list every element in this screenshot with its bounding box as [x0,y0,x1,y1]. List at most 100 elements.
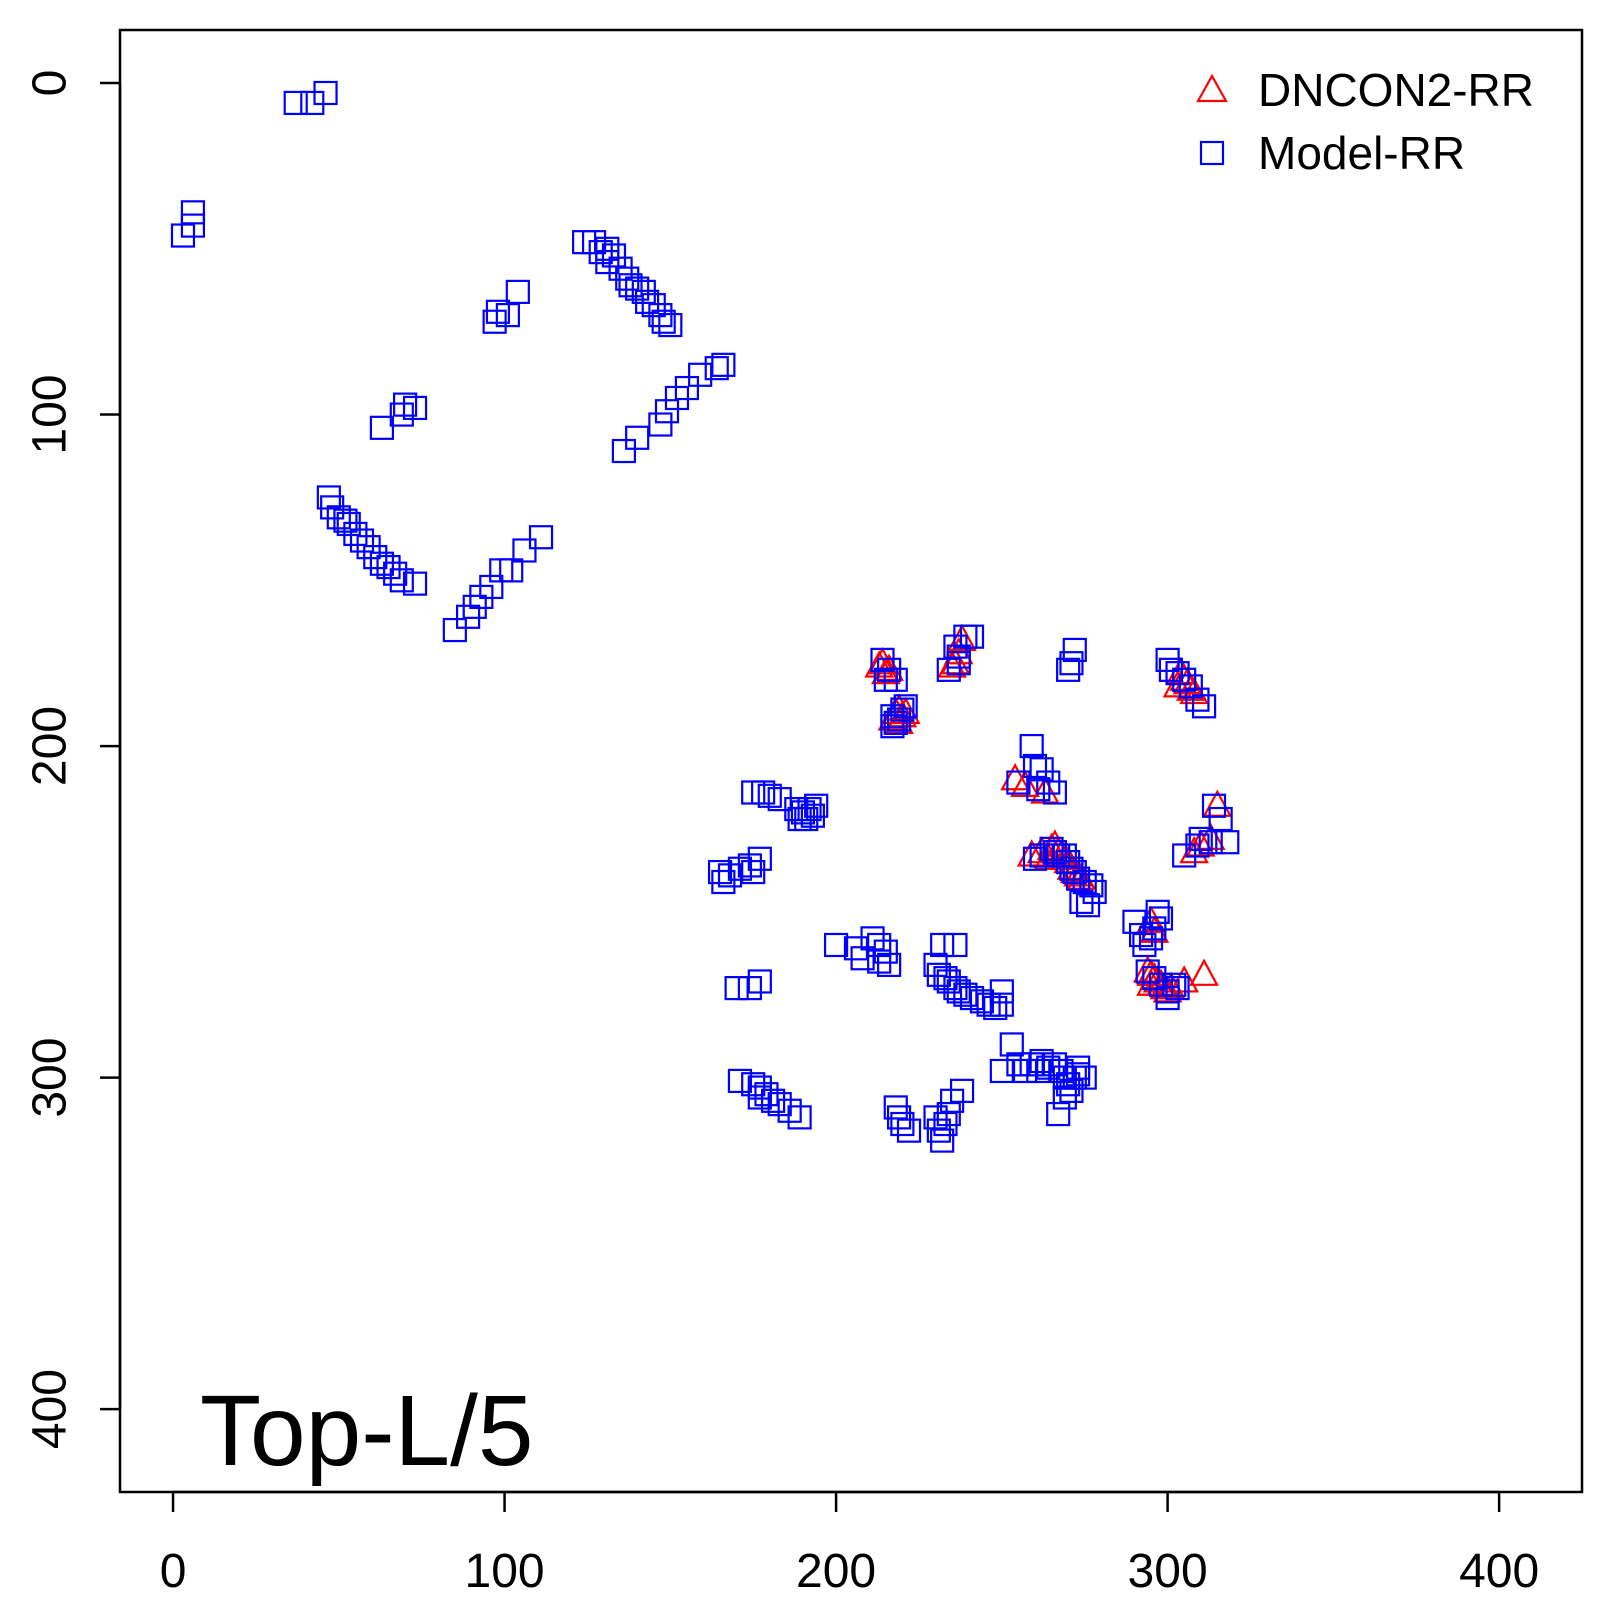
square-point [989,979,1014,1004]
plot-frame [118,28,1584,1494]
square-point [747,1085,772,1110]
square-point [651,309,676,334]
square-point [1155,985,1180,1011]
square-point [601,243,627,268]
square-point [180,200,206,225]
square-point [1191,694,1217,719]
x-tick-label: 300 [1128,1545,1208,1598]
square-point [1029,757,1054,782]
square-point [860,926,885,951]
square-point [674,375,699,401]
square-point [595,236,620,261]
square-point [1135,959,1160,984]
square-point [369,415,395,440]
square-point [930,932,955,958]
square-point [949,1078,975,1103]
square-point [787,806,812,832]
square-point [1059,1078,1084,1103]
square-point [747,846,772,871]
square-point [442,617,467,643]
square-point [741,859,766,885]
square-point [1162,972,1187,997]
square-point [936,1101,961,1127]
square-point [751,780,776,805]
series-triangle [864,623,1233,1003]
square-point [180,213,206,238]
square-point [349,528,375,553]
square-point [943,932,968,958]
square-point [1075,893,1101,918]
square-point [883,667,908,692]
square-point [1142,966,1167,991]
legend-triangle-marker [1196,73,1228,103]
y-tick-label: 100 [24,375,77,455]
square-point [1172,843,1197,868]
square-point [983,995,1008,1021]
square-point [1056,657,1081,682]
square-point [1178,674,1203,699]
square-point [711,869,736,895]
series-square [170,80,1240,1153]
square-point [727,1068,753,1094]
square-point [512,538,537,563]
x-axis: 0 100 200 300 400 [160,1490,1539,1598]
square-point [1148,906,1174,931]
square-point [1006,1052,1031,1077]
square-point [611,438,637,464]
square-point [1065,1055,1091,1080]
square-point [711,352,736,377]
square-point [625,425,650,450]
square-point [595,249,620,275]
square-point [1145,899,1170,924]
square-point [886,707,912,732]
square-point [1042,780,1067,805]
square-point [1185,687,1210,712]
square-point [499,558,524,583]
square-point [1039,836,1064,861]
square-point [867,949,892,974]
y-tick-label: 300 [24,1038,77,1118]
square-point [1059,651,1084,676]
square-point [389,568,414,593]
chart-annotation: Top-L/5 [200,1375,534,1487]
square-point [946,979,971,1004]
square-point [1022,753,1048,779]
square-point [1201,793,1227,818]
square-point [1122,909,1147,934]
square-point [747,969,772,994]
triangle-point [867,646,898,675]
square-point [704,356,729,381]
square-point [893,694,918,719]
legend-label: DNCON2-RR [1258,64,1534,116]
square-point [946,644,971,669]
triangle-point [947,623,977,652]
square-point [1019,733,1044,759]
square-point [989,1058,1014,1084]
square-point [1065,866,1091,891]
square-point [953,982,978,1007]
square-point [688,362,713,387]
square-point [343,521,368,547]
triangle-point [937,650,967,678]
x-tick-label: 400 [1459,1545,1539,1598]
square-point [1165,661,1190,686]
data-points [170,80,1240,1153]
legend: DNCON2-RR Model-RR [1196,64,1534,179]
square-point [867,932,892,958]
square-point [635,289,660,314]
square-point [787,1105,812,1130]
square-point [999,1032,1024,1057]
square-point [376,554,401,580]
square-point [804,793,829,818]
square-point [896,1118,922,1143]
square-point [1069,889,1094,914]
square-point [724,975,749,1001]
square-point [930,1128,955,1153]
y-tick-label: 400 [24,1369,77,1449]
square-point [402,571,428,596]
square-point [1148,972,1174,997]
square-point [890,1111,915,1137]
x-tick-label: 200 [796,1545,876,1598]
square-point [1026,777,1051,802]
square-point [393,392,418,417]
